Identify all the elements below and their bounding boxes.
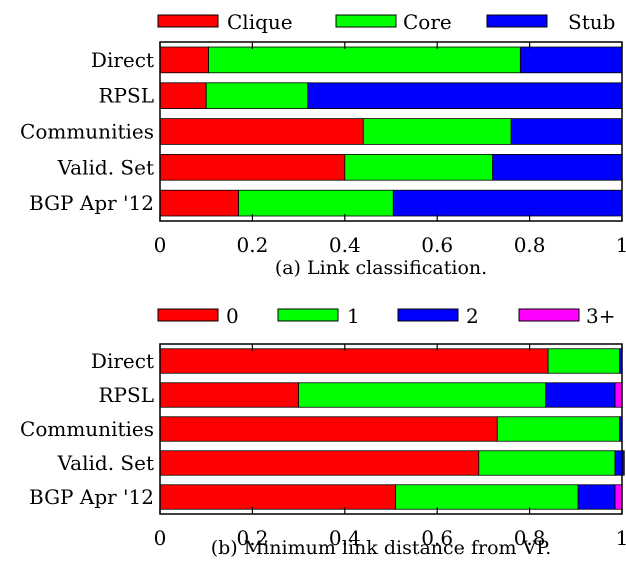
bar-segment	[614, 484, 623, 510]
legend-swatch	[518, 308, 580, 322]
category-label: Communities	[20, 120, 154, 144]
bar-segment	[159, 189, 239, 217]
x-tick-label: 0.8	[514, 233, 546, 257]
legend-swatch	[397, 308, 459, 322]
x-tick-label: 0.4	[329, 526, 361, 550]
x-tick-label: 0.6	[421, 526, 453, 550]
bar-segment	[614, 382, 623, 408]
bar-segment	[478, 450, 616, 476]
x-tick-label: 0	[154, 233, 167, 257]
bar-segment	[362, 118, 512, 145]
x-tick-label: 0.2	[236, 233, 268, 257]
legend-label: 2	[466, 304, 479, 328]
x-tick-label: 1	[616, 233, 626, 257]
bar-segment	[238, 189, 394, 217]
x-tick-label: 0.2	[236, 526, 268, 550]
bar-segment	[159, 382, 300, 408]
bar-segment	[159, 450, 480, 476]
legend-swatch	[486, 14, 548, 28]
legend-label: Stub	[568, 10, 615, 34]
category-label: RPSL	[99, 84, 155, 108]
bar-segment	[159, 154, 346, 181]
x-tick-label: 0	[154, 526, 167, 550]
category-label: Direct	[91, 48, 154, 72]
bar-segment	[298, 382, 547, 408]
bar-segment	[307, 82, 623, 109]
bar-segment	[344, 154, 494, 181]
figure-caption: (b) Minimum link distance from VP.	[211, 537, 552, 559]
bar-segment	[577, 484, 616, 510]
category-label: Valid. Set	[57, 155, 154, 179]
bar-segment	[510, 118, 623, 145]
bar-segment	[547, 348, 621, 374]
category-label: RPSL	[99, 383, 155, 407]
bar-segment	[205, 82, 309, 109]
bar-segment	[496, 416, 621, 442]
category-label: Valid. Set	[57, 451, 154, 475]
bar-segment	[614, 450, 625, 476]
category-label: Direct	[91, 349, 154, 373]
legend-label: 0	[226, 304, 239, 328]
bar-segment	[159, 348, 549, 374]
bar-segment	[159, 484, 397, 510]
bar-segment	[392, 189, 623, 217]
category-label: BGP Apr '12	[29, 191, 154, 215]
bar-segment	[395, 484, 579, 510]
legend-label: 1	[347, 304, 360, 328]
category-label: BGP Apr '12	[29, 485, 154, 509]
x-tick-label: 0.4	[329, 233, 361, 257]
x-tick-label: 1	[616, 526, 626, 550]
legend-label: Core	[403, 10, 452, 34]
plot-frame	[159, 343, 623, 515]
chart-panel-2: 0 1 2 3+ Direct RPSL Communities Valid. Set BGP …	[20, 304, 626, 559]
bar-segment	[159, 118, 364, 145]
bar-segment	[492, 154, 623, 181]
legend-swatch	[277, 308, 339, 322]
bar-segment	[519, 46, 623, 74]
bar-segment	[159, 82, 207, 109]
bar-segment	[208, 46, 521, 74]
bar-segment	[545, 382, 616, 408]
plot-frame	[159, 41, 623, 222]
legend-label: 3+	[586, 304, 615, 328]
chart-panel-1: Clique Core Stub Direct RPSL Communities Valid…	[20, 10, 626, 279]
figure-caption: (a) Link classification.	[275, 257, 487, 279]
bar-segment	[159, 46, 209, 74]
x-tick-label: 0.6	[421, 233, 453, 257]
legend-swatch	[335, 14, 397, 28]
bar-segment	[159, 416, 498, 442]
x-tick-label: 0.8	[514, 526, 546, 550]
legend-swatch	[157, 14, 219, 28]
legend-swatch	[157, 308, 219, 322]
legend-label: Clique	[227, 10, 293, 34]
category-label: Communities	[20, 417, 154, 441]
